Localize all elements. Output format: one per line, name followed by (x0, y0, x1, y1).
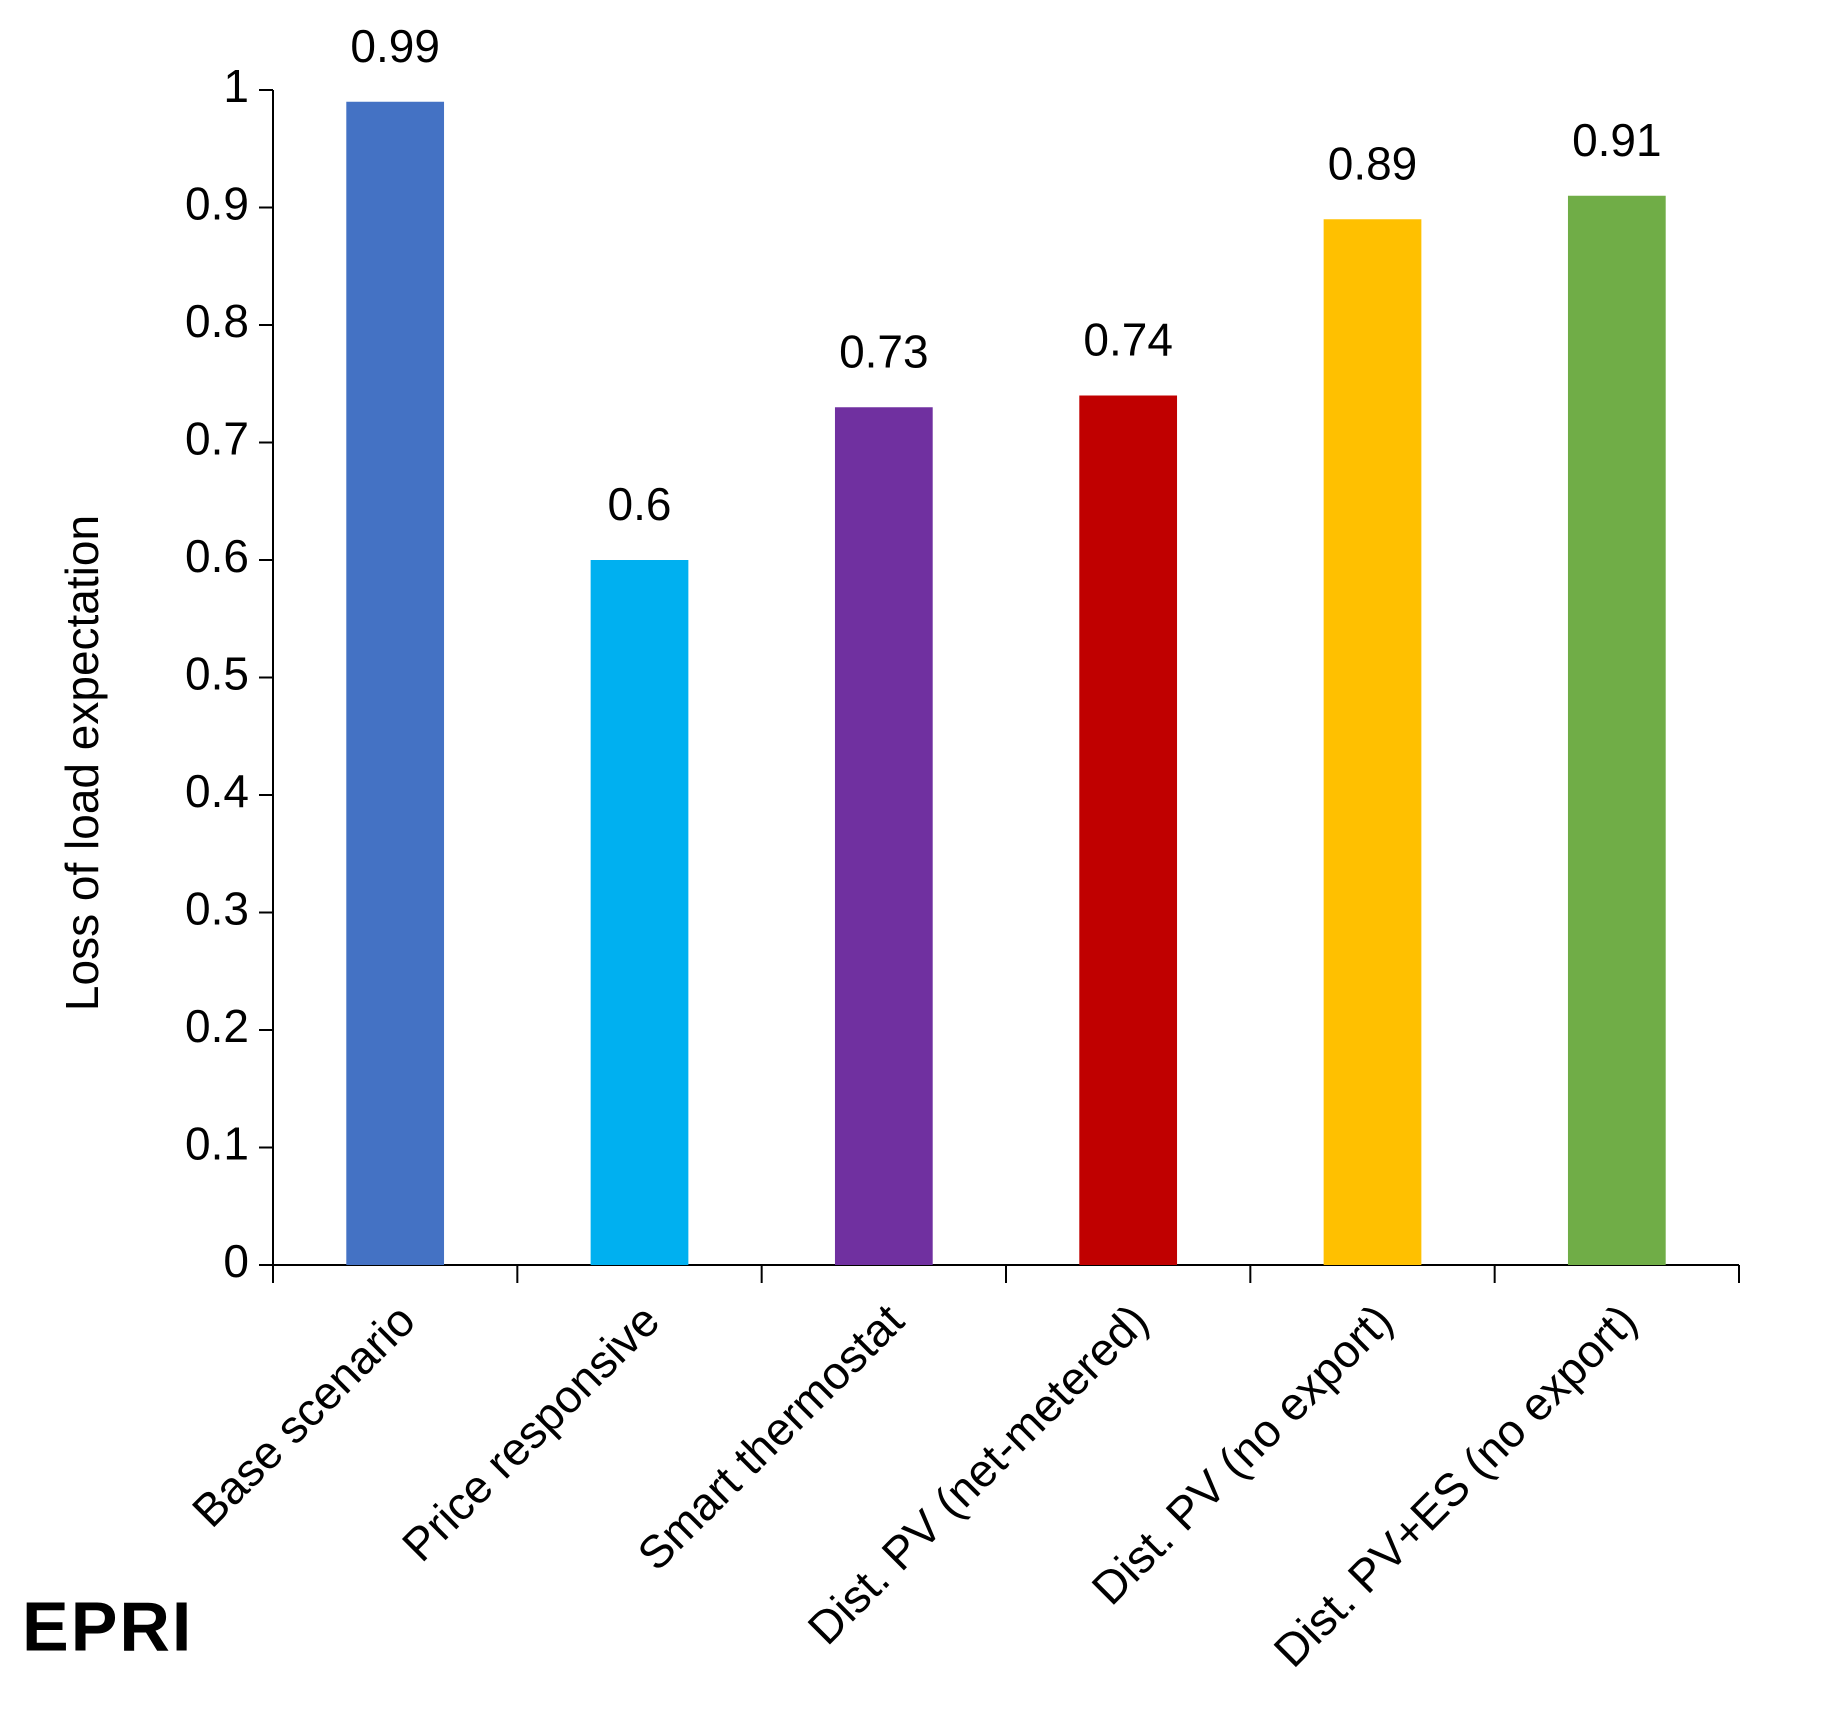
y-tick-label: 0.2 (185, 1000, 249, 1052)
data-label: 0.74 (1083, 314, 1173, 366)
data-label: 0.73 (839, 325, 929, 377)
y-tick-label: 0.3 (185, 883, 249, 935)
y-tick-label: 0.6 (185, 530, 249, 582)
data-label: 0.6 (608, 478, 672, 530)
data-label: 0.99 (350, 20, 440, 72)
y-tick-label: 0 (223, 1235, 249, 1287)
y-tick-label: 0.7 (185, 413, 249, 465)
data-label: 0.89 (1328, 137, 1418, 189)
bar (1567, 195, 1666, 1265)
x-tick-label: Base scenario (182, 1294, 425, 1537)
bar (834, 407, 933, 1265)
data-label: 0.91 (1572, 114, 1662, 166)
y-tick-label: 0.4 (185, 765, 249, 817)
y-tick-label: 0.5 (185, 648, 249, 700)
y-axis-title: Loss of load expectation (56, 515, 108, 1011)
y-tick-label: 1 (223, 60, 249, 112)
y-tick-label: 0.9 (185, 178, 249, 230)
bar (1323, 219, 1422, 1265)
logo: EPRI (22, 1587, 193, 1665)
x-tick-label: Smart thermostat (627, 1294, 913, 1580)
y-tick-label: 0.1 (185, 1118, 249, 1170)
y-tick-label: 0.8 (185, 295, 249, 347)
bar (346, 101, 445, 1265)
bar (590, 560, 689, 1265)
bar (1079, 395, 1178, 1265)
x-tick-label: Price responsive (392, 1294, 669, 1571)
